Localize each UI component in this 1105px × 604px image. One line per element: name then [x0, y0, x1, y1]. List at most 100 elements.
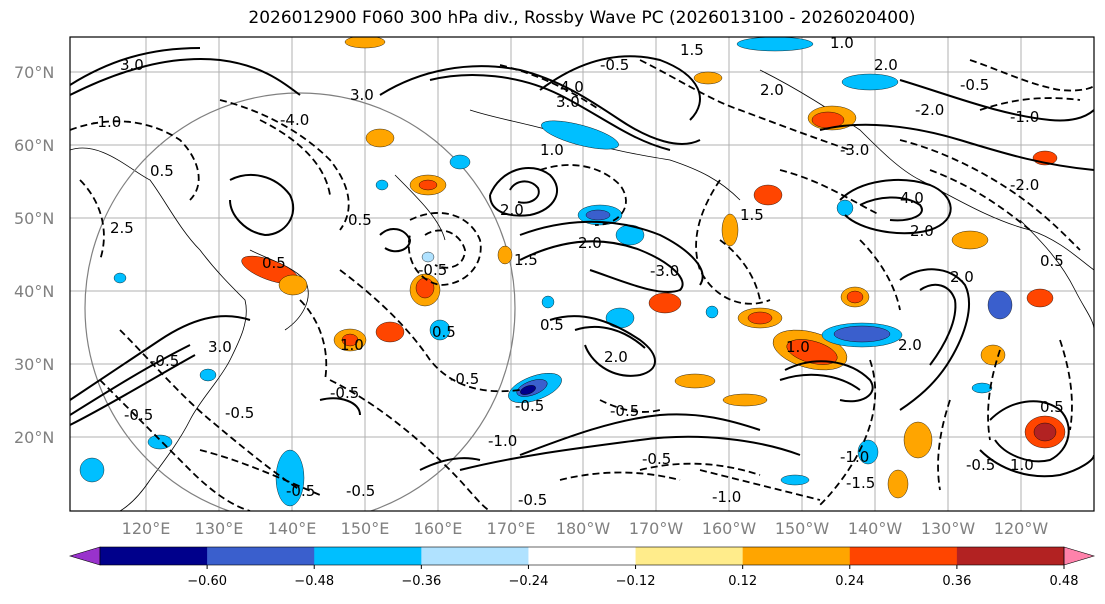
- colorbar-tick-label: −0.12: [616, 574, 656, 589]
- contour-label: 2.0: [910, 222, 934, 240]
- latitude-labels: 70°N 60°N 50°N 40°N 30°N 20°N: [14, 63, 54, 447]
- contour-label: -3.0: [650, 262, 679, 280]
- contour-label: 1.5: [740, 206, 764, 224]
- contour-label: 0.5: [150, 162, 174, 180]
- contour-label: 1.0: [340, 336, 364, 354]
- contour-label: 2.0: [500, 201, 524, 219]
- plot-title: 2026012900 F060 300 hPa div., Rossby Wav…: [248, 8, 916, 28]
- longitude-labels: 120°E 130°E 140°E 150°E 160°E 170°E 180°…: [122, 519, 1049, 538]
- contour-label: -0.5: [518, 491, 547, 509]
- colorbar-tick-label: 0.24: [835, 574, 864, 589]
- colorbar-segment: [528, 547, 637, 565]
- contour-label: -2.0: [915, 101, 944, 119]
- contour-label: -0.5: [960, 76, 989, 94]
- colorbar-outline: [99, 546, 1065, 566]
- contour-label: -0.5: [966, 456, 995, 474]
- contour-label: -1.5: [846, 474, 875, 492]
- contour-label: -0.5: [225, 404, 254, 422]
- colorbar-segment: [207, 547, 315, 565]
- colorbar-segment: [100, 547, 208, 565]
- colorbar-tick-label: −0.24: [509, 574, 549, 589]
- colorbar-segment: [742, 547, 851, 565]
- contour-label: -1.0: [712, 488, 741, 506]
- contour-label: 0.5: [262, 254, 286, 272]
- contour-label: 2.0: [874, 56, 898, 74]
- contour-label: 1.5: [514, 251, 538, 269]
- contour-label: 3.0: [350, 86, 374, 104]
- lat-label: 30°N: [14, 355, 54, 374]
- contour-label: 3.0: [556, 93, 580, 111]
- contour-label: 0.5: [348, 211, 372, 229]
- contour-label: 0.5: [1040, 252, 1064, 270]
- lon-label: 150°W: [775, 519, 830, 538]
- contour-label: 4.0: [560, 78, 584, 96]
- contour-label: 1.5: [680, 41, 704, 59]
- positive-contours: [70, 47, 1094, 478]
- contour-label: 1.0: [540, 141, 564, 159]
- lon-label: 120°W: [994, 519, 1049, 538]
- lat-label: 50°N: [14, 209, 54, 228]
- contour-label: 3.0: [120, 56, 144, 74]
- colorbar-tick-label: 0.12: [728, 574, 757, 589]
- contour-label: -0.5: [418, 261, 447, 279]
- contour-label: 1.0: [1010, 456, 1034, 474]
- contour-label: 1.0: [830, 34, 854, 52]
- colorbar-segment: [314, 547, 422, 565]
- lat-label: 20°N: [14, 428, 54, 447]
- contour-label: -0.5: [124, 406, 153, 424]
- map-frame: [69, 36, 1095, 512]
- lon-label: 140°E: [268, 519, 317, 538]
- contour-label: -1.0: [92, 113, 121, 131]
- domain-circle: [84, 92, 516, 511]
- contour-label: -1.0: [1010, 108, 1039, 126]
- contour-label: -0.5: [515, 397, 544, 415]
- divergence-shading: [79, 37, 1066, 507]
- contour-label: -0.5: [330, 384, 359, 402]
- lon-label: 170°W: [629, 519, 684, 538]
- lon-label: 160°W: [702, 519, 757, 538]
- contour-label: -2.0: [1010, 176, 1039, 194]
- colorbar-segment: [421, 547, 529, 565]
- negative-contours: [70, 59, 1094, 511]
- contour-label: -3.0: [840, 141, 869, 159]
- contour-label: -4.0: [280, 111, 309, 129]
- colorbar-tick-label: −0.48: [294, 574, 334, 589]
- contour-label: -0.5: [150, 352, 179, 370]
- lon-label: 170°E: [487, 519, 536, 538]
- colorbar-tick-label: −0.60: [187, 574, 227, 589]
- contour-label: -0.5: [600, 56, 629, 74]
- contour-label: -0.5: [450, 370, 479, 388]
- lon-label: 150°E: [341, 519, 390, 538]
- lon-label: 130°E: [195, 519, 244, 538]
- contour-label: 4.0: [900, 189, 924, 207]
- colorbar-tick-label: 0.48: [1050, 574, 1079, 589]
- contour-labels: 3.0 4.0 2.0 1.5 -0.5 -1.0 1.0 -3.0 2.0 -…: [92, 34, 1064, 509]
- colorbar-extend-low: [68, 546, 101, 566]
- colorbar: −0.60 −0.48 −0.36 −0.24 −0.12 0.12 0.24 0.36 0.4…: [68, 546, 1096, 589]
- lat-label: 60°N: [14, 136, 54, 155]
- lat-label: 70°N: [14, 63, 54, 82]
- contour-label: -0.5: [346, 482, 375, 500]
- lon-label: 130°W: [921, 519, 976, 538]
- coastlines: [70, 69, 1094, 511]
- lat-label: 40°N: [14, 282, 54, 301]
- lon-label: 180°W: [556, 519, 611, 538]
- contour-label: 2.0: [760, 81, 784, 99]
- contour-label: 2.0: [578, 234, 602, 252]
- colorbar-extend-high: [1063, 546, 1096, 566]
- lon-label: 160°E: [414, 519, 463, 538]
- contour-label: -0.5: [610, 402, 639, 420]
- lon-label: 120°E: [122, 519, 171, 538]
- contour-label: -0.5: [642, 450, 671, 468]
- contour-label: 0.5: [540, 316, 564, 334]
- contour-label: 2.0: [898, 336, 922, 354]
- lon-label: 140°W: [848, 519, 903, 538]
- colorbar-segment: [635, 547, 744, 565]
- colorbar-segment: [956, 547, 1065, 565]
- contour-label: -1.0: [840, 448, 869, 466]
- contour-label: 0.5: [1040, 398, 1064, 416]
- contour-label: -1.0: [488, 432, 517, 450]
- contour-label: 2.0: [950, 268, 974, 286]
